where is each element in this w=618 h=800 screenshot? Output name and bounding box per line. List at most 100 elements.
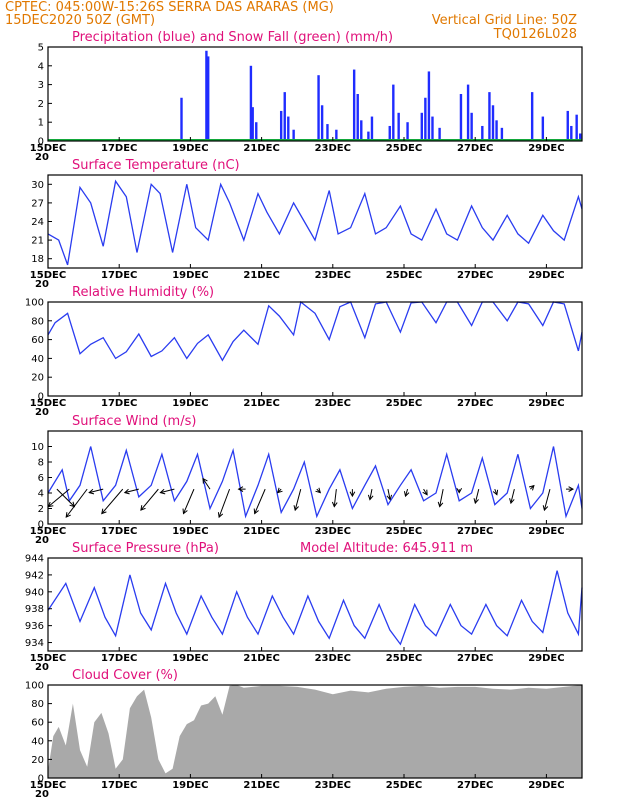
wind-arrow-head — [542, 505, 549, 512]
x-tick-cut-label: 20 — [35, 535, 49, 546]
x-tick-label: 21DEC — [243, 526, 279, 537]
y-tick-label: 30 — [31, 180, 44, 191]
series-line — [47, 300, 583, 362]
precip-bar — [495, 120, 498, 141]
y-tick-label: 20 — [31, 755, 44, 766]
precip-bar — [500, 127, 504, 141]
x-tick-label: 19DEC — [172, 526, 208, 537]
plot-area-3 — [47, 446, 583, 519]
precip-bar — [481, 125, 484, 141]
y-tick-label: 20 — [31, 373, 44, 384]
precip-bar — [470, 112, 473, 141]
x-tick-label: 25DEC — [386, 780, 422, 791]
wind-arrow — [543, 488, 551, 511]
wind-arrow-head — [237, 486, 244, 492]
precip-bar — [579, 133, 582, 141]
y-tick-label: 40 — [31, 736, 44, 747]
precip-bar — [570, 125, 573, 141]
x-tick-label: 17DEC — [101, 270, 137, 281]
x-tick-label: 27DEC — [457, 653, 493, 664]
wind-arrow — [294, 488, 302, 511]
temperature-panel: Surface Temperature (nC) 15DEC 17DEC 19DEC… — [30, 158, 583, 290]
y-tick-label: 21 — [31, 236, 44, 247]
x-tick-cut-label: 20 — [35, 789, 49, 800]
x-tick-label: 29DEC — [528, 526, 564, 537]
cloud-cover-area — [48, 685, 582, 778]
x-tick-label: 21DEC — [243, 270, 279, 281]
wind-arrow-head — [65, 512, 71, 518]
model-altitude-label: Model Altitude: 645.911 m — [300, 541, 473, 556]
humidity-panel: Relative Humidity (%) 15DEC 17DEC 19DEC 21D… — [25, 285, 583, 418]
x-tick-label: 25DEC — [386, 270, 422, 281]
panel-frame — [47, 684, 583, 779]
panel-frame — [47, 557, 583, 652]
precip-bar — [352, 69, 356, 141]
panel-frame — [47, 301, 583, 397]
wind-arrow-head — [367, 494, 374, 501]
wind-arrow-head — [331, 501, 338, 508]
header-grid-info: Vertical Grid Line: 50Z — [432, 13, 577, 28]
precip-bar — [388, 125, 391, 141]
precip-bar — [205, 50, 208, 142]
x-tick-label: 29DEC — [528, 270, 564, 281]
x-tick-label: 19DEC — [172, 398, 208, 409]
wind-arrow — [474, 489, 480, 504]
x-tick-label: 15DEC — [30, 780, 66, 791]
header-model: TQ0126L028 — [493, 27, 577, 42]
x-tick-label: 17DEC — [101, 653, 137, 664]
y-tick-label: 0 — [38, 520, 44, 531]
wind-arrow-head — [422, 489, 428, 496]
y-tick-label: 80 — [31, 316, 44, 327]
y-tick-label: 60 — [31, 335, 44, 346]
wind-arrow — [48, 488, 70, 508]
series-line — [47, 446, 583, 519]
plot-area-1 — [47, 179, 583, 266]
precip-bar — [287, 116, 290, 141]
x-tick-label: 23DEC — [315, 270, 351, 281]
precip-bar — [575, 114, 578, 141]
y-tick-label: 60 — [31, 718, 44, 729]
precip-bar — [317, 75, 320, 141]
precip-bar — [491, 105, 495, 141]
x-tick-label: 25DEC — [386, 398, 422, 409]
x-tick-cut-label: 20 — [35, 152, 49, 163]
x-tick-label: 15DEC — [30, 653, 66, 664]
wind-arrow-head — [101, 508, 107, 515]
wind-arrow-head — [182, 508, 188, 515]
wind-arrow-head — [159, 488, 166, 495]
wind-arrow — [333, 489, 337, 507]
x-tick-label: 29DEC — [528, 653, 564, 664]
precip-bar — [420, 112, 423, 141]
x-tick-label: 27DEC — [457, 526, 493, 537]
y-tick-label: 4 — [38, 489, 44, 500]
y-tick-label: 944 — [25, 554, 44, 565]
precip-bar — [530, 92, 534, 141]
plot-area-0 — [48, 50, 582, 142]
series-line — [47, 179, 583, 266]
wind-arrow-head — [568, 486, 575, 492]
precip-bar — [466, 84, 470, 141]
precipitation-title: Precipitation (blue) and Snow Fall (gree… — [72, 30, 393, 45]
x-tick-label: 19DEC — [172, 653, 208, 664]
precip-bar — [255, 122, 258, 141]
x-tick-label: 29DEC — [528, 398, 564, 409]
precip-bar — [292, 129, 295, 141]
precip-bar — [207, 56, 210, 141]
precip-bar — [335, 129, 338, 141]
pressure-panel: Surface Pressure (hPa) Model Altitude: 6… — [25, 541, 583, 673]
precip-bar — [360, 120, 363, 141]
wind-arrow — [202, 478, 211, 490]
y-tick-label: 6 — [38, 473, 44, 484]
wind-arrow-head — [88, 488, 95, 495]
y-tick-label: 2 — [38, 99, 44, 110]
x-tick-label: 15DEC — [30, 398, 66, 409]
precip-bar — [283, 92, 286, 141]
x-tick-label: 25DEC — [386, 143, 422, 154]
precip-bar — [180, 97, 183, 141]
wind-arrow-head — [253, 508, 259, 515]
x-tick-label: 23DEC — [315, 780, 351, 791]
wind-arrow-head — [217, 512, 224, 519]
precip-bar — [367, 131, 370, 141]
wind-arrow — [124, 488, 139, 494]
x-tick-label: 21DEC — [243, 780, 279, 791]
